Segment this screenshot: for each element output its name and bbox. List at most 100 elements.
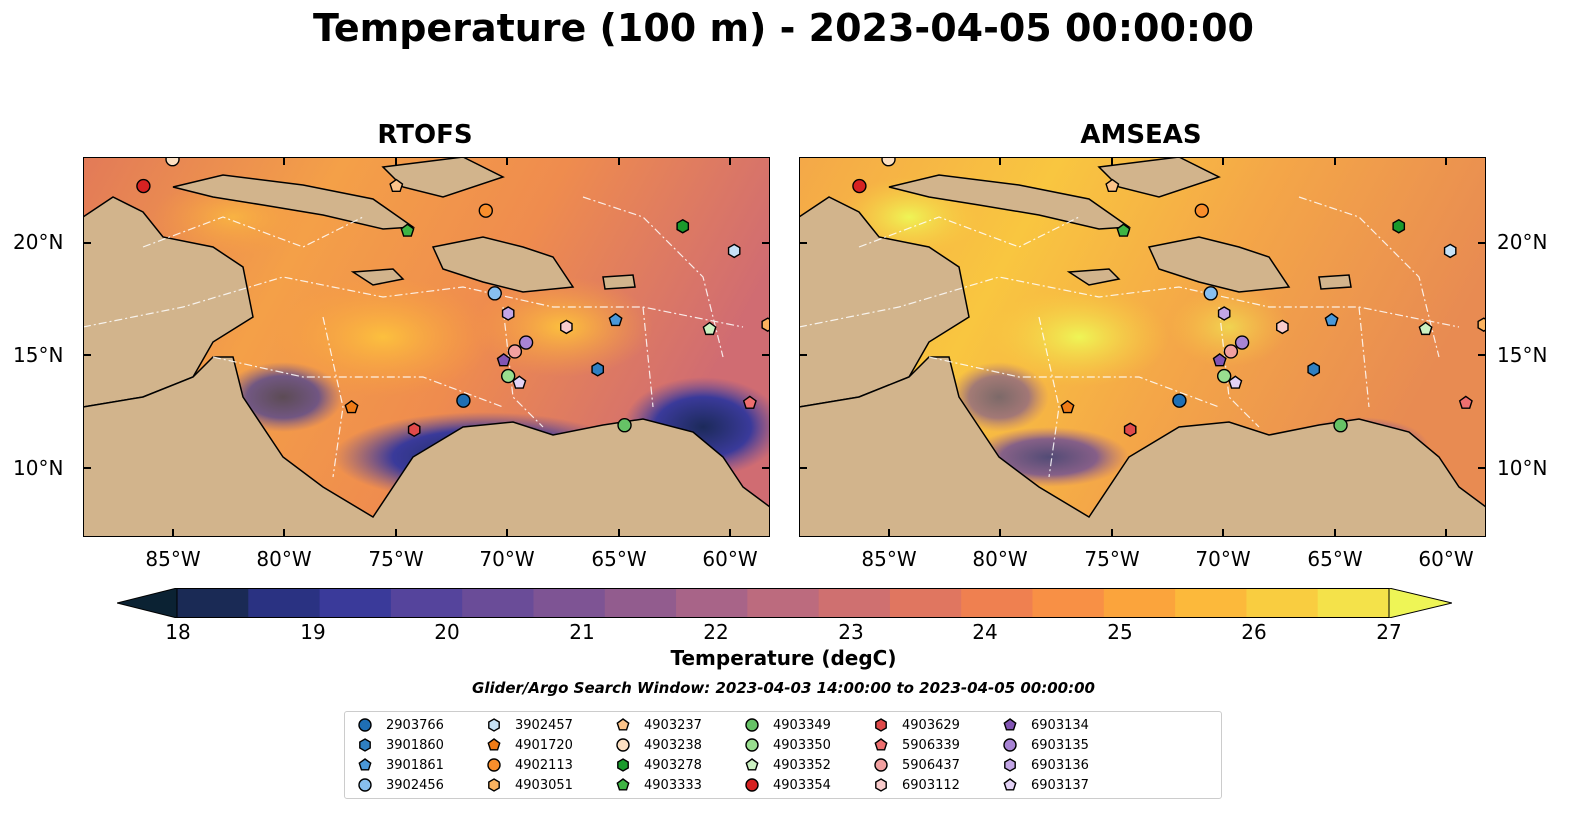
map-frame — [799, 157, 1486, 537]
lon-label-60w-left: 60°W — [702, 547, 758, 571]
colorbar-segment — [533, 588, 606, 618]
colorbar-segment — [889, 588, 962, 618]
legend-marker-circle-icon — [358, 778, 372, 792]
float-markers-rtofs — [136, 157, 770, 438]
legend-label: 4903051 — [515, 777, 573, 793]
legend-label: 4903278 — [644, 757, 702, 773]
float-marker-4903354 — [852, 178, 867, 194]
legend-item-4901720: 4901720 — [484, 735, 573, 755]
legend-label: 6903134 — [1031, 717, 1089, 733]
legend-marker-hexagon-icon — [617, 758, 629, 772]
legend-label: 3901861 — [386, 757, 444, 773]
legend-marker-pentagon-icon — [487, 738, 501, 751]
lat-label-10n-right: 10°N — [1497, 456, 1548, 480]
legend-marker-circle-icon — [745, 778, 759, 792]
colorbar-segment — [1103, 588, 1176, 618]
legend-item-4903629: 4903629 — [871, 715, 960, 735]
figure-title: Temperature (100 m) - 2023-04-05 00:00:0… — [312, 6, 1254, 50]
legend-label: 4903352 — [773, 757, 831, 773]
legend-item-6903137: 6903137 — [1000, 775, 1089, 795]
legend-marker-hexagon-icon — [359, 738, 371, 752]
float-marker-4903278 — [676, 218, 690, 234]
lon-label-75w-left: 75°W — [368, 547, 424, 571]
colorbar-label: Temperature (degC) — [670, 646, 897, 670]
legend-marker-circle-icon — [616, 738, 630, 752]
float-marker-5906437 — [507, 344, 523, 359]
colorbar-segment — [747, 588, 820, 618]
float-marker-3902457 — [1443, 243, 1457, 259]
float-marker-5906339 — [742, 395, 757, 409]
lon-label-70w-right: 70°W — [1195, 547, 1251, 571]
lon-label-85w-left: 85°W — [145, 547, 201, 571]
legend-marker-hexagon-icon — [488, 778, 500, 792]
legend-item-6903134: 6903134 — [1000, 715, 1089, 735]
legend-marker-pentagon-icon — [1003, 718, 1017, 731]
legend-item-4902113: 4902113 — [484, 755, 573, 775]
legend-label: 5906339 — [902, 737, 960, 753]
panel-title-rtofs: RTOFS — [377, 120, 473, 150]
float-marker-6903136 — [501, 306, 515, 321]
legend-marker-hexagon-icon — [1004, 758, 1016, 772]
colorbar-segment — [1175, 588, 1247, 618]
legend-label: 4903350 — [773, 737, 831, 753]
lon-label-70w-left: 70°W — [479, 547, 535, 571]
float-marker-6903136 — [1217, 306, 1231, 321]
float-marker-3901860 — [1307, 362, 1321, 377]
panel-title-amseas: AMSEAS — [1080, 120, 1202, 150]
colorbar-segment — [818, 588, 891, 618]
float-marker-5906339 — [1458, 395, 1473, 409]
legend-item-6903112: 6903112 — [871, 775, 960, 795]
float-marker-3902457 — [727, 243, 741, 259]
float-marker-3901861 — [608, 312, 623, 327]
float-marker-4903350 — [1216, 368, 1232, 384]
colorbar-segment — [1246, 588, 1319, 618]
colorbar-segment — [961, 588, 1034, 618]
legend-label: 4903237 — [644, 717, 702, 733]
legend-label: 6903136 — [1031, 757, 1089, 773]
legend-label: 4903354 — [773, 777, 831, 793]
legend-item-3902457: 3902457 — [484, 715, 573, 735]
colorbar-tick-22: 22 — [703, 620, 729, 644]
legend-label: 4903238 — [644, 737, 702, 753]
land — [83, 157, 770, 537]
colorbar-segment — [462, 588, 534, 618]
float-marker-4903238 — [881, 157, 896, 167]
colorbar-extend-low — [117, 588, 178, 618]
float-marker-3901861 — [1324, 312, 1339, 327]
legend-item-4903352: 4903352 — [742, 755, 831, 775]
float-marker-4901720 — [1060, 399, 1075, 414]
legend-label: 6903112 — [902, 777, 960, 793]
legend-item-6903136: 6903136 — [1000, 755, 1089, 775]
float-marker-6903135 — [518, 335, 534, 350]
legend-marker-circle-icon — [745, 718, 759, 732]
float-marker-4901720 — [344, 399, 359, 414]
colorbar-tick-27: 27 — [1376, 620, 1402, 644]
float-marker-6903137 — [1228, 375, 1243, 389]
legend-item-4903350: 4903350 — [742, 735, 831, 755]
colorbar-tick-25: 25 — [1107, 620, 1133, 644]
legend-marker-pentagon-icon — [1003, 778, 1017, 791]
legend-label: 4903333 — [644, 777, 702, 793]
colorbar-tick-26: 26 — [1241, 620, 1267, 644]
float-marker-2903766 — [1172, 393, 1187, 408]
legend-item-4903238: 4903238 — [613, 735, 702, 755]
float-marker-3901860 — [591, 362, 605, 377]
lat-label-15n-right: 15°N — [1497, 343, 1548, 367]
float-marker-4903629 — [407, 422, 421, 438]
eez-boundaries — [799, 196, 1460, 478]
float-marker-6903134 — [496, 353, 511, 367]
float-marker-6903112 — [1276, 319, 1289, 335]
lon-label-65w-right: 65°W — [1307, 547, 1363, 571]
legend-item-4903349: 4903349 — [742, 715, 831, 735]
lon-label-60w-right: 60°W — [1418, 547, 1474, 571]
colorbar-extend-high — [1388, 588, 1452, 618]
float-marker-4903354 — [136, 178, 151, 194]
float-marker-4903352 — [702, 321, 717, 336]
float-marker-4903238 — [165, 157, 180, 167]
colorbar-segment — [1032, 588, 1105, 618]
legend-marker-pentagon-icon — [616, 778, 630, 791]
colorbar-segment — [1317, 588, 1390, 618]
colorbar-tick-23: 23 — [838, 620, 864, 644]
lon-label-80w-right: 80°W — [972, 547, 1028, 571]
legend-marker-circle-icon — [358, 718, 372, 732]
